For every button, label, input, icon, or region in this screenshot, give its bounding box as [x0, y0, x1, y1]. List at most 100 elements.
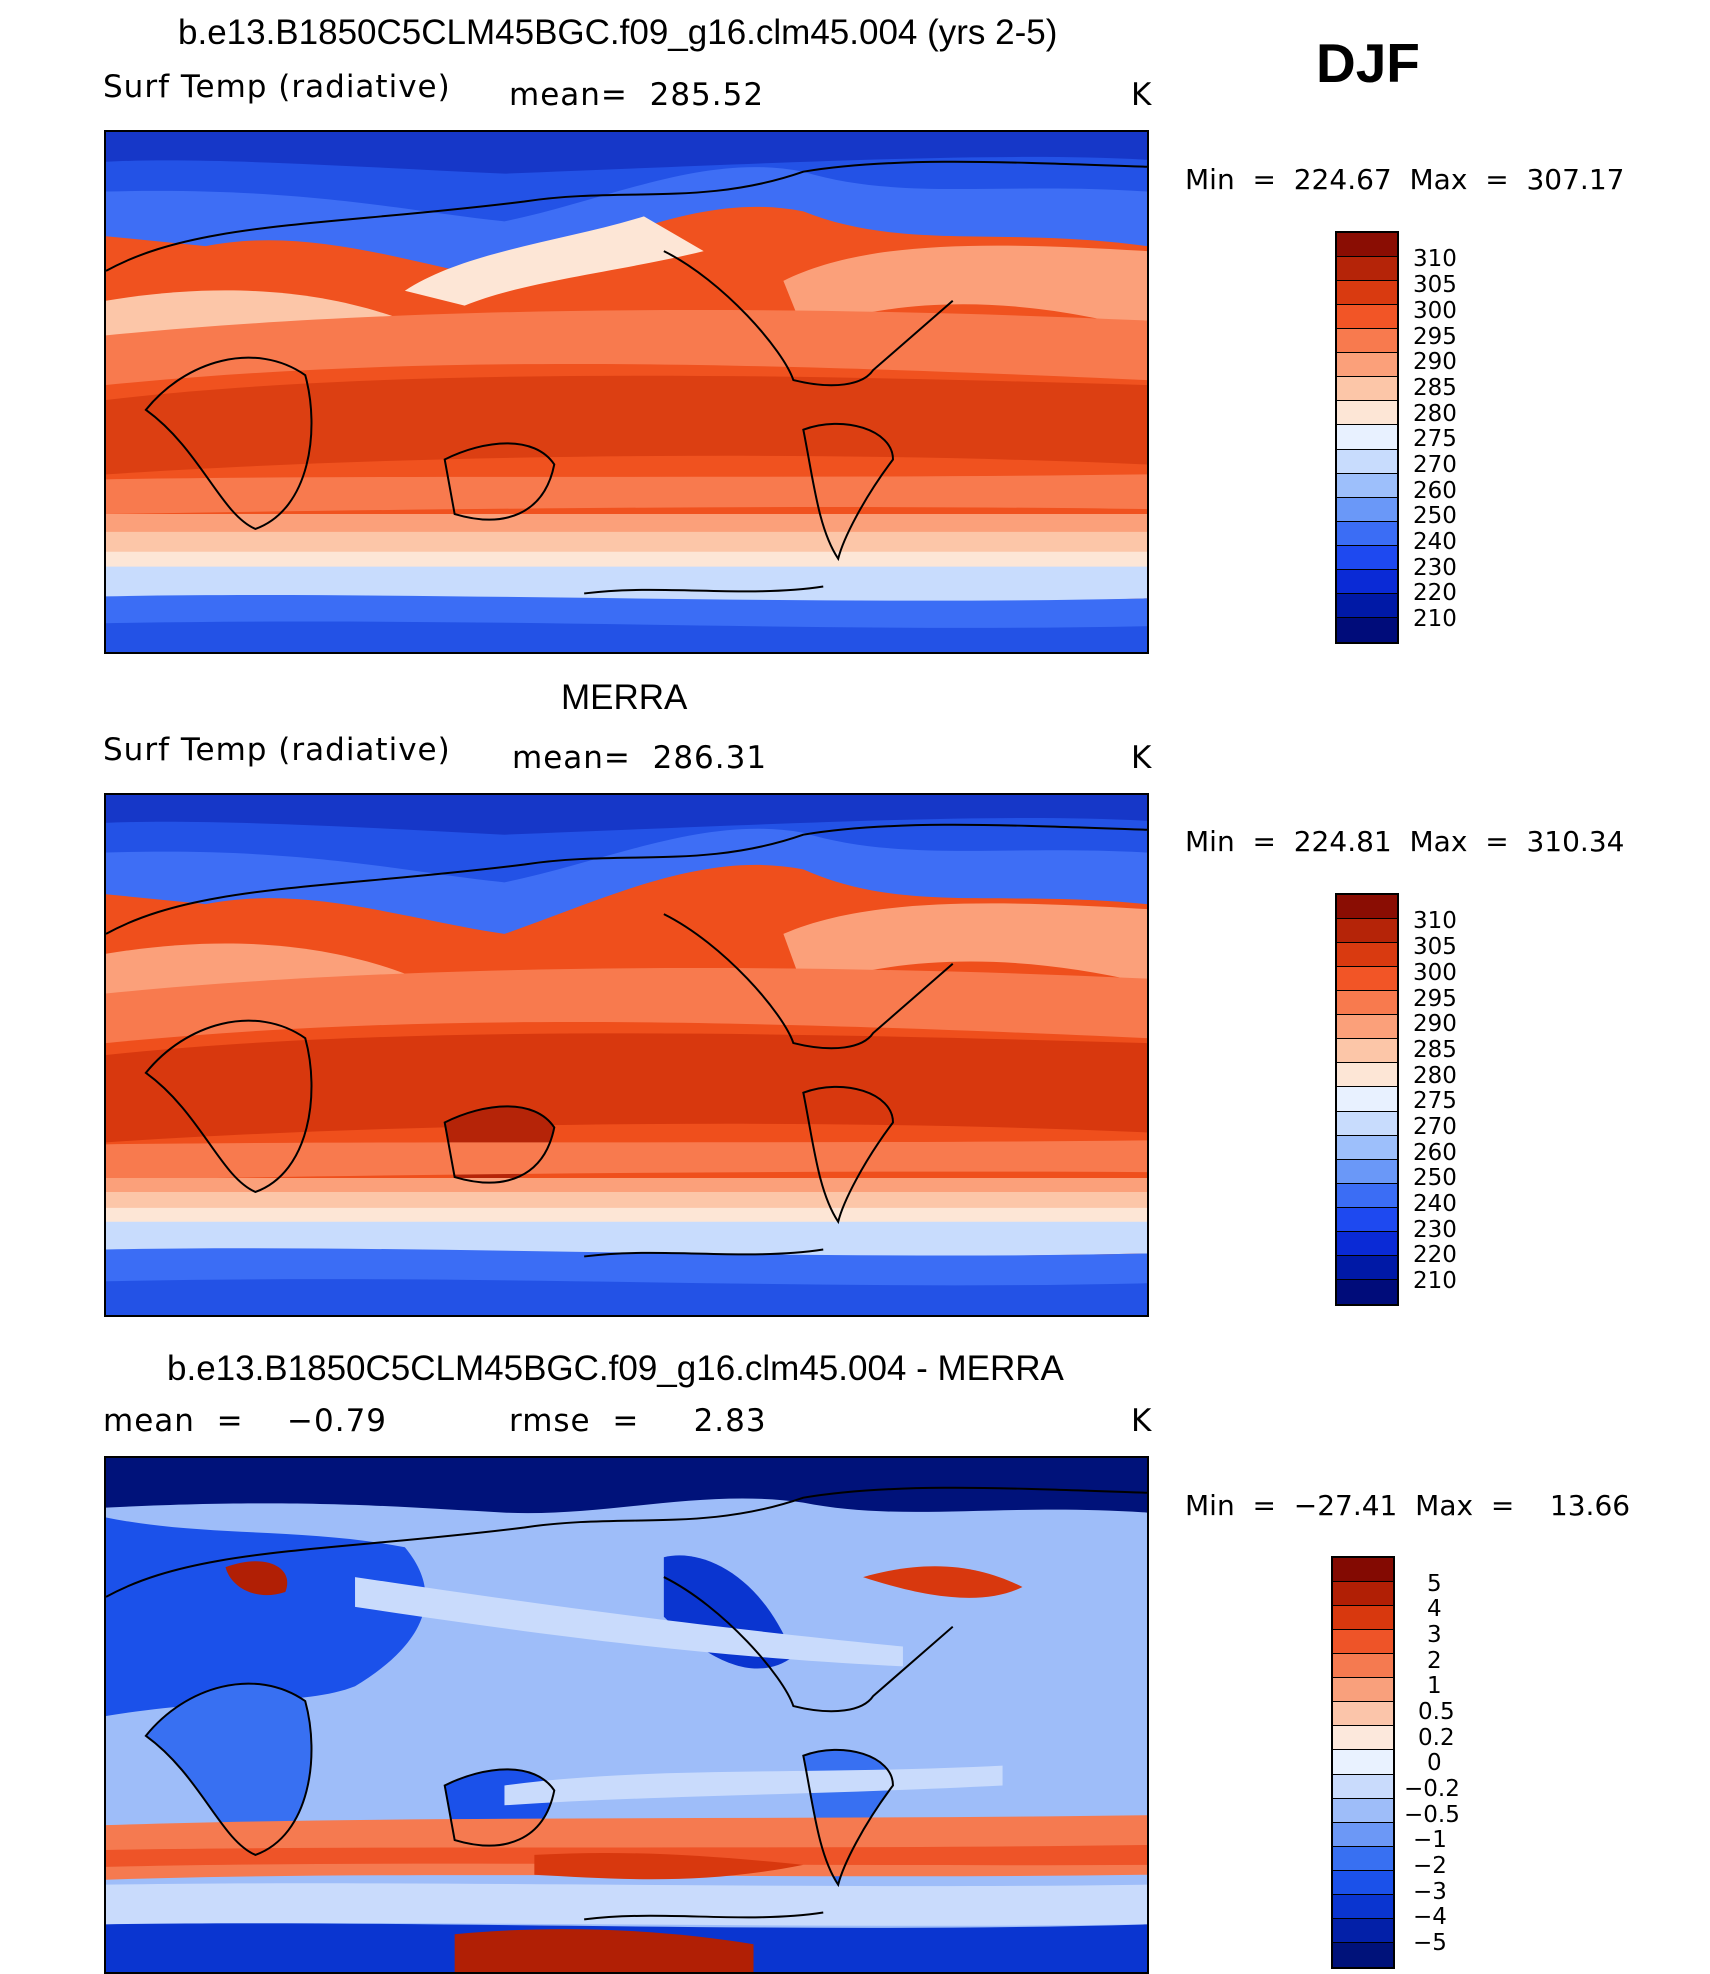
colorbar-swatch: [1337, 895, 1397, 920]
colorbar-swatch: [1337, 1111, 1397, 1136]
mean-label: mean= 286.31: [512, 740, 768, 776]
colorbar-swatch: [1337, 497, 1397, 522]
colorbar-swatch: [1337, 329, 1397, 354]
colorbar-swatch: [1337, 425, 1397, 450]
colorbar-swatch: [1333, 1582, 1393, 1607]
colorbar-tick-label: 275: [1413, 426, 1457, 452]
colorbar-swatch: [1337, 1183, 1397, 1208]
colorbar-swatch: [1337, 967, 1397, 992]
colorbar-tick-label: 300: [1413, 960, 1457, 986]
colorbar-tick-label: 0.5: [1418, 1699, 1455, 1725]
colorbar-swatch: [1337, 257, 1397, 282]
colorbar-tick-label: −4: [1413, 1904, 1447, 1930]
colorbar-swatch: [1337, 281, 1397, 306]
colorbar-swatch: [1337, 377, 1397, 402]
min-max-label: Min = 224.67 Max = 307.17: [1185, 163, 1625, 196]
colorbar-swatch: [1337, 233, 1397, 258]
colorbar-tick-label: 230: [1413, 1217, 1457, 1243]
colorbar-swatch: [1337, 1063, 1397, 1088]
model-temperature-map: [104, 130, 1149, 654]
colorbar-swatch: [1337, 1039, 1397, 1064]
colorbar-tick-label: 1: [1427, 1673, 1442, 1699]
units-label: K: [1131, 77, 1153, 113]
colorbar-swatch: [1337, 473, 1397, 498]
colorbar-tick-label: 5: [1427, 1571, 1442, 1597]
colorbar-swatch: [1337, 545, 1397, 570]
colorbar-swatch: [1333, 1918, 1393, 1943]
min-max-label: Min = 224.81 Max = 310.34: [1185, 825, 1625, 858]
colorbar-tick-label: 280: [1413, 1063, 1457, 1089]
colorbar-tick-label: 275: [1413, 1088, 1457, 1114]
colorbar-tick-label: 210: [1413, 606, 1457, 632]
colorbar-tick-label: 295: [1413, 986, 1457, 1012]
mean-label: mean = −0.79: [103, 1403, 388, 1439]
colorbar-tick-label: 295: [1413, 324, 1457, 350]
colorbar-swatch: [1337, 1279, 1397, 1304]
colorbar-tick-label: −1: [1413, 1827, 1447, 1853]
colorbar-tick-label: 305: [1413, 272, 1457, 298]
colorbar-tick-label: 3: [1427, 1622, 1442, 1648]
colorbar-tick-label: 310: [1413, 908, 1457, 934]
colorbar-tick-label: −0.2: [1404, 1776, 1460, 1802]
difference-colorbar: [1331, 1556, 1395, 1969]
colorbar-swatch: [1333, 1822, 1393, 1847]
colorbar-swatch: [1333, 1846, 1393, 1871]
colorbar-swatch: [1337, 1207, 1397, 1232]
variable-label: Surf Temp (radiative): [103, 69, 451, 105]
colorbar-tick-label: 250: [1413, 1165, 1457, 1191]
colorbar-swatch: [1333, 1630, 1393, 1655]
colorbar-swatch: [1337, 1231, 1397, 1256]
colorbar-tick-label: 305: [1413, 934, 1457, 960]
merra-colorbar: [1335, 893, 1399, 1306]
colorbar-tick-label: 2: [1427, 1648, 1442, 1674]
colorbar-swatch: [1333, 1726, 1393, 1751]
colorbar-swatch: [1333, 1702, 1393, 1727]
colorbar-tick-label: −5: [1413, 1930, 1447, 1956]
colorbar-tick-label: 240: [1413, 1191, 1457, 1217]
colorbar-swatch: [1333, 1798, 1393, 1823]
map-field: [106, 132, 1147, 652]
colorbar-tick-label: −3: [1413, 1879, 1447, 1905]
colorbar-swatch: [1333, 1606, 1393, 1631]
merra-temperature-map: [104, 793, 1149, 1317]
units-label: K: [1131, 740, 1153, 776]
colorbar-tick-label: 310: [1413, 246, 1457, 272]
colorbar-tick-label: 290: [1413, 1011, 1457, 1037]
colorbar-tick-label: 260: [1413, 1140, 1457, 1166]
colorbar-tick-label: 250: [1413, 503, 1457, 529]
colorbar-swatch: [1337, 617, 1397, 642]
colorbar-tick-label: 270: [1413, 452, 1457, 478]
colorbar-tick-label: 220: [1413, 1242, 1457, 1268]
panel-title: b.e13.B1850C5CLM45BGC.f09_g16.clm45.004 …: [167, 1349, 1064, 1388]
colorbar-swatch: [1337, 569, 1397, 594]
colorbar-swatch: [1333, 1678, 1393, 1703]
min-max-label: Min = −27.41 Max = 13.66: [1185, 1489, 1631, 1522]
colorbar-tick-label: 285: [1413, 1037, 1457, 1063]
colorbar-swatch: [1337, 1015, 1397, 1040]
colorbar-tick-label: 270: [1413, 1114, 1457, 1140]
colorbar-tick-label: −0.5: [1404, 1802, 1460, 1828]
colorbar-tick-label: 210: [1413, 1268, 1457, 1294]
colorbar-swatch: [1337, 1159, 1397, 1184]
colorbar-tick-label: 260: [1413, 478, 1457, 504]
colorbar-swatch: [1337, 353, 1397, 378]
colorbar-tick-label: 220: [1413, 580, 1457, 606]
colorbar-tick-label: 300: [1413, 298, 1457, 324]
panel-title: b.e13.B1850C5CLM45BGC.f09_g16.clm45.004 …: [178, 13, 1058, 52]
map-field: [106, 1458, 1147, 1972]
colorbar-swatch: [1337, 401, 1397, 426]
colorbar-swatch: [1333, 1558, 1393, 1583]
colorbar-tick-label: 285: [1413, 375, 1457, 401]
colorbar-swatch: [1337, 1135, 1397, 1160]
colorbar-tick-label: 280: [1413, 401, 1457, 427]
units-label: K: [1131, 1403, 1153, 1439]
model-colorbar: [1335, 231, 1399, 644]
colorbar-swatch: [1337, 1255, 1397, 1280]
colorbar-tick-label: 230: [1413, 555, 1457, 581]
colorbar-tick-label: 240: [1413, 529, 1457, 555]
colorbar-tick-label: 0: [1427, 1750, 1442, 1776]
colorbar-swatch: [1337, 943, 1397, 968]
colorbar-tick-label: −2: [1413, 1853, 1447, 1879]
colorbar-swatch: [1337, 521, 1397, 546]
